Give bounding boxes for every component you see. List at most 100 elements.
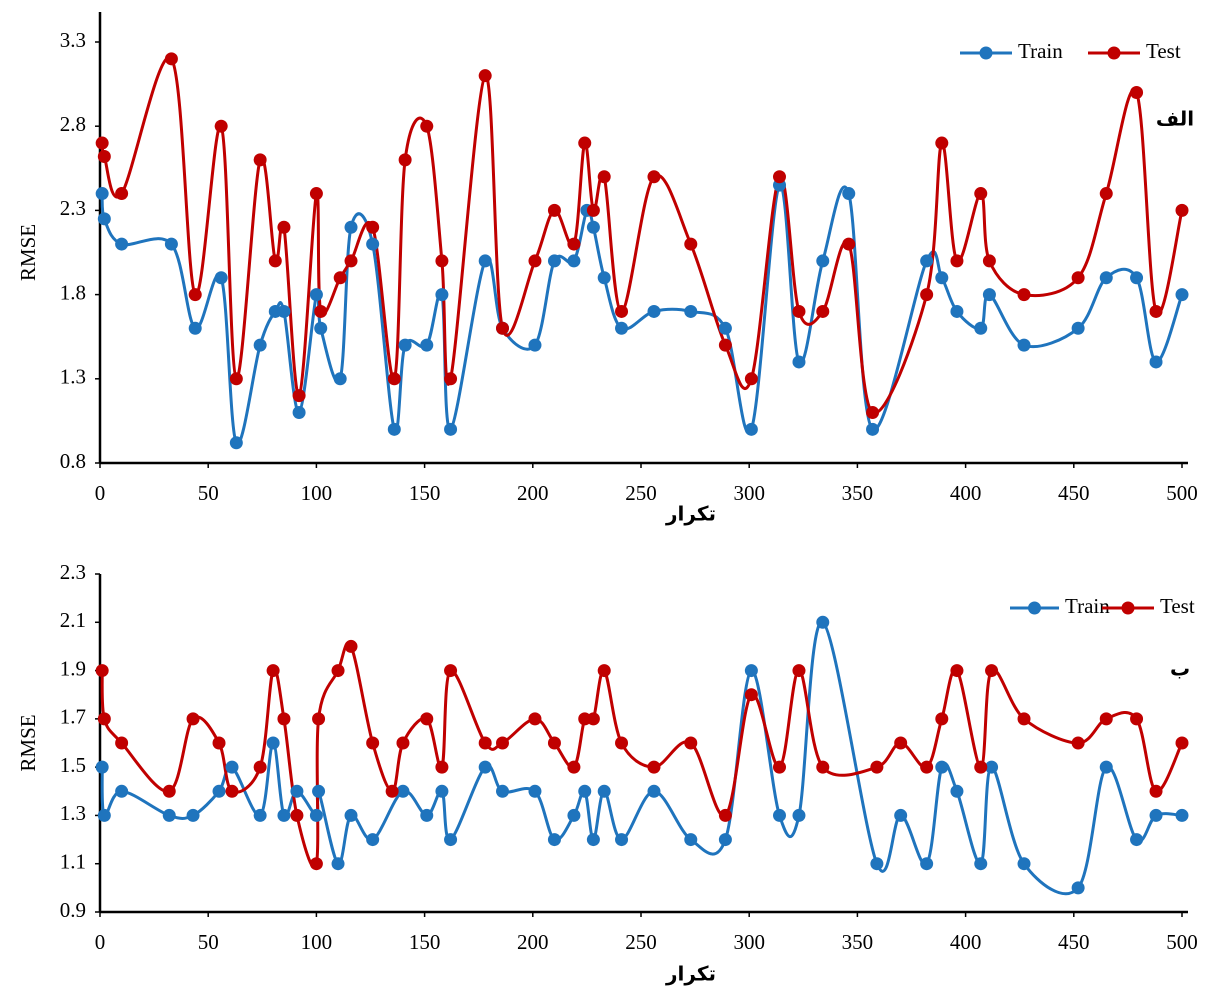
point (950, 254, 964, 268)
point (333, 271, 347, 285)
point (398, 338, 412, 352)
point (229, 372, 243, 386)
point (115, 784, 129, 798)
point (277, 712, 291, 726)
point (985, 760, 999, 774)
point (866, 405, 880, 419)
point (478, 254, 492, 268)
point (420, 808, 434, 822)
legend-label: Train (1018, 39, 1063, 63)
point (253, 760, 267, 774)
legend-label: Train (1065, 594, 1110, 618)
point (97, 712, 111, 726)
point (186, 808, 200, 822)
point (615, 833, 629, 847)
point (309, 187, 323, 201)
legend-label: Test (1160, 594, 1195, 618)
point (95, 187, 109, 201)
point (1071, 321, 1085, 335)
point (935, 712, 949, 726)
point (214, 119, 228, 133)
series-line (100, 620, 1183, 896)
point (478, 69, 492, 83)
point (920, 857, 934, 871)
point (684, 304, 698, 318)
point (985, 664, 999, 678)
point (115, 736, 129, 750)
y-tick-label: 2.3 (60, 196, 86, 220)
y-axis-label: RMSE (16, 224, 40, 281)
legend-marker (1121, 601, 1135, 615)
y-tick-label: 1.3 (60, 801, 86, 825)
point (647, 760, 661, 774)
point (982, 254, 996, 268)
point (290, 784, 304, 798)
point (718, 833, 732, 847)
point (314, 321, 328, 335)
x-tick-label: 0 (95, 930, 106, 954)
point (444, 372, 458, 386)
legend-marker (979, 46, 993, 60)
y-tick-label: 1.3 (60, 365, 86, 389)
point (935, 271, 949, 285)
x-tick-label: 250 (625, 481, 657, 505)
point (792, 355, 806, 369)
point (1175, 203, 1189, 217)
point (792, 304, 806, 318)
point (870, 760, 884, 774)
point (229, 436, 243, 450)
point (1149, 304, 1163, 318)
point (97, 808, 111, 822)
point (277, 304, 291, 318)
point (792, 664, 806, 678)
point (444, 664, 458, 678)
point (744, 688, 758, 702)
y-axis-label: RMSE (16, 714, 40, 771)
point (586, 833, 600, 847)
series-line (100, 641, 1184, 869)
point (95, 664, 109, 678)
y-tick-label: 1.9 (60, 656, 86, 680)
point (344, 254, 358, 268)
point (567, 254, 581, 268)
x-tick-label: 150 (409, 481, 441, 505)
point (974, 857, 988, 871)
point (212, 784, 226, 798)
point (387, 422, 401, 436)
point (385, 784, 399, 798)
point (586, 203, 600, 217)
point (444, 422, 458, 436)
point (920, 760, 934, 774)
point (164, 52, 178, 66)
series-line (100, 55, 1184, 415)
x-tick-label: 200 (517, 481, 549, 505)
point (420, 338, 434, 352)
point (615, 321, 629, 335)
y-tick-label: 1.8 (60, 280, 86, 304)
point (478, 736, 492, 750)
x-tick-label: 0 (95, 481, 106, 505)
point (920, 254, 934, 268)
point (597, 664, 611, 678)
point (816, 615, 830, 629)
point (950, 784, 964, 798)
annotation: الف (1156, 107, 1194, 131)
point (772, 760, 786, 774)
point (528, 784, 542, 798)
x-tick-label: 50 (198, 930, 219, 954)
x-tick-label: 500 (1166, 481, 1198, 505)
point (1130, 271, 1144, 285)
point (842, 187, 856, 201)
point (528, 712, 542, 726)
point (266, 664, 280, 678)
point (772, 808, 786, 822)
point (164, 237, 178, 251)
x-tick-label: 100 (301, 930, 333, 954)
point (387, 372, 401, 386)
point (309, 857, 323, 871)
point (1099, 271, 1113, 285)
point (684, 833, 698, 847)
point (744, 664, 758, 678)
